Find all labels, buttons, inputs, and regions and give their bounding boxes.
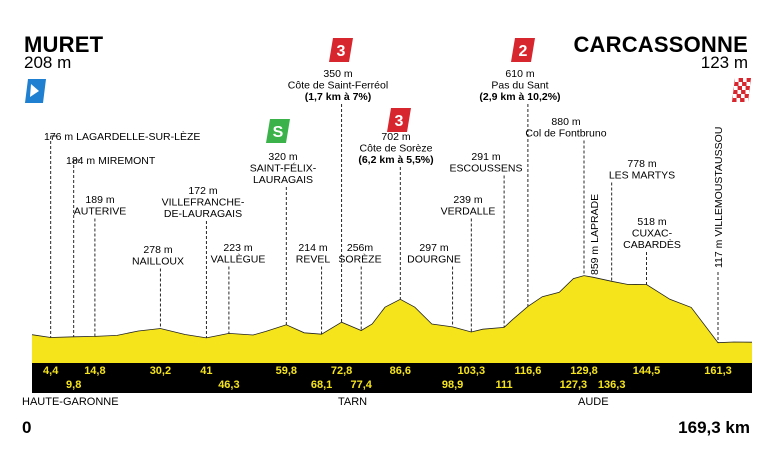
km-label: 77,4 [350, 379, 372, 391]
start-flag-icon [25, 79, 46, 103]
waypoint-label: ESCOUSSENS [450, 163, 523, 175]
waypoint-label: LES MARTYS [609, 170, 675, 182]
waypoint-label: Col de Fontbruno [525, 128, 606, 140]
waypoint-label: 291 m [471, 151, 500, 163]
region-haute-garonne: HAUTE-GARONNE [22, 396, 119, 408]
svg-text:S: S [273, 124, 284, 141]
finish-elevation: 123 m [701, 53, 748, 72]
waypoint-label: 214 m [298, 242, 327, 254]
waypoint-label: 176 m LAGARDELLE-SUR-LÈZE [44, 130, 200, 143]
climb-category-badge: 3 [387, 108, 411, 132]
climb-category-badge: 2 [511, 38, 535, 62]
finish-flag-icon [732, 78, 751, 102]
waypoint-label: 297 m [419, 242, 448, 254]
waypoint-label: NAILLOUX [132, 256, 184, 268]
waypoint-label: 172 m [188, 185, 217, 197]
km-label: 41 [200, 365, 212, 377]
km-label: 72,8 [331, 365, 352, 377]
waypoint-label: (2,9 km à 10,2%) [479, 91, 560, 103]
waypoint-label: 518 m [637, 216, 666, 228]
waypoint-label: SORÈZE [338, 253, 381, 266]
km-band [32, 363, 752, 393]
region-tarn: TARN [338, 396, 367, 408]
waypoint-label: VERDALLE [441, 206, 496, 218]
waypoint-label: 610 m [505, 68, 534, 80]
finish-city: CARCASSONNE [573, 32, 748, 57]
start-elevation: 208 m [24, 53, 71, 72]
distance-end: 169,3 km [678, 418, 750, 437]
km-label: 30,2 [150, 365, 171, 377]
km-label: 4,4 [43, 365, 59, 377]
waypoint-label: 239 m [453, 194, 482, 206]
waypoint-label: Pas du Sant [491, 80, 548, 92]
waypoint-label: 278 m [143, 244, 172, 256]
km-label: 144,5 [633, 365, 661, 377]
waypoint-label: DE-LAURAGAIS [164, 208, 242, 220]
waypoint-label: (1,7 km à 7%) [305, 91, 372, 103]
km-label: 161,3 [704, 365, 732, 377]
waypoint-label: 859 m LAPRADE [589, 194, 601, 275]
svg-text:2: 2 [519, 43, 528, 60]
km-label: 111 [496, 379, 513, 391]
waypoint-label: Côte de Saint-Ferréol [288, 80, 388, 92]
waypoint-label: CUXAC- [632, 228, 673, 240]
waypoint-label: 320 m [268, 151, 297, 163]
waypoint-label: SAINT-FÉLIX- [250, 162, 317, 175]
region-aude: AUDE [578, 396, 609, 408]
km-label: 86,6 [390, 365, 411, 377]
waypoint-label: 702 m [381, 131, 410, 143]
km-label: 129,8 [570, 365, 598, 377]
waypoint-label: (6,2 km à 5,5%) [358, 154, 433, 166]
svg-text:3: 3 [337, 43, 346, 60]
waypoint-label: 880 m [551, 116, 580, 128]
svg-text:3: 3 [395, 113, 404, 130]
km-label: 116,6 [514, 365, 541, 377]
km-label: 127,3 [560, 379, 588, 391]
waypoint-label: 189 m [85, 194, 114, 206]
waypoint-label: 256m [347, 242, 374, 254]
km-label: 14,8 [84, 365, 105, 377]
waypoint-label: 223 m [223, 242, 252, 254]
waypoint-label: AUTERIVE [74, 206, 127, 218]
profile-line [31, 275, 753, 344]
waypoint-label: REVEL [296, 254, 331, 266]
waypoint-label: 350 m [323, 68, 352, 80]
start-city: MURET [24, 32, 104, 57]
climb-category-badge: 3 [329, 38, 353, 62]
waypoint-label: Côte de Sorèze [360, 143, 433, 155]
waypoint-label: LAURAGAIS [253, 174, 313, 186]
waypoint-label: 184 m MIREMONT [66, 155, 156, 167]
km-label: 98,9 [442, 379, 463, 391]
km-label: 68,1 [311, 379, 332, 391]
waypoint-label: DOURGNE [407, 254, 461, 266]
km-label: 136,3 [598, 379, 626, 391]
waypoint-label: 117 m VILLEMOUSTAUSSOU [713, 127, 725, 268]
waypoint-label: VILLEFRANCHE- [162, 197, 245, 209]
distance-start: 0 [22, 418, 31, 437]
profile-area [32, 275, 752, 363]
waypoint-label: VALLÈGUE [211, 253, 266, 266]
waypoint-label: 778 m [627, 158, 656, 170]
km-label: 46,3 [218, 379, 239, 391]
km-label: 9,8 [66, 379, 81, 391]
sprint-badge: S [266, 119, 290, 143]
km-label: 103,3 [458, 365, 486, 377]
waypoint-label: CABARDÈS [623, 238, 681, 251]
km-label: 59,8 [276, 365, 297, 377]
